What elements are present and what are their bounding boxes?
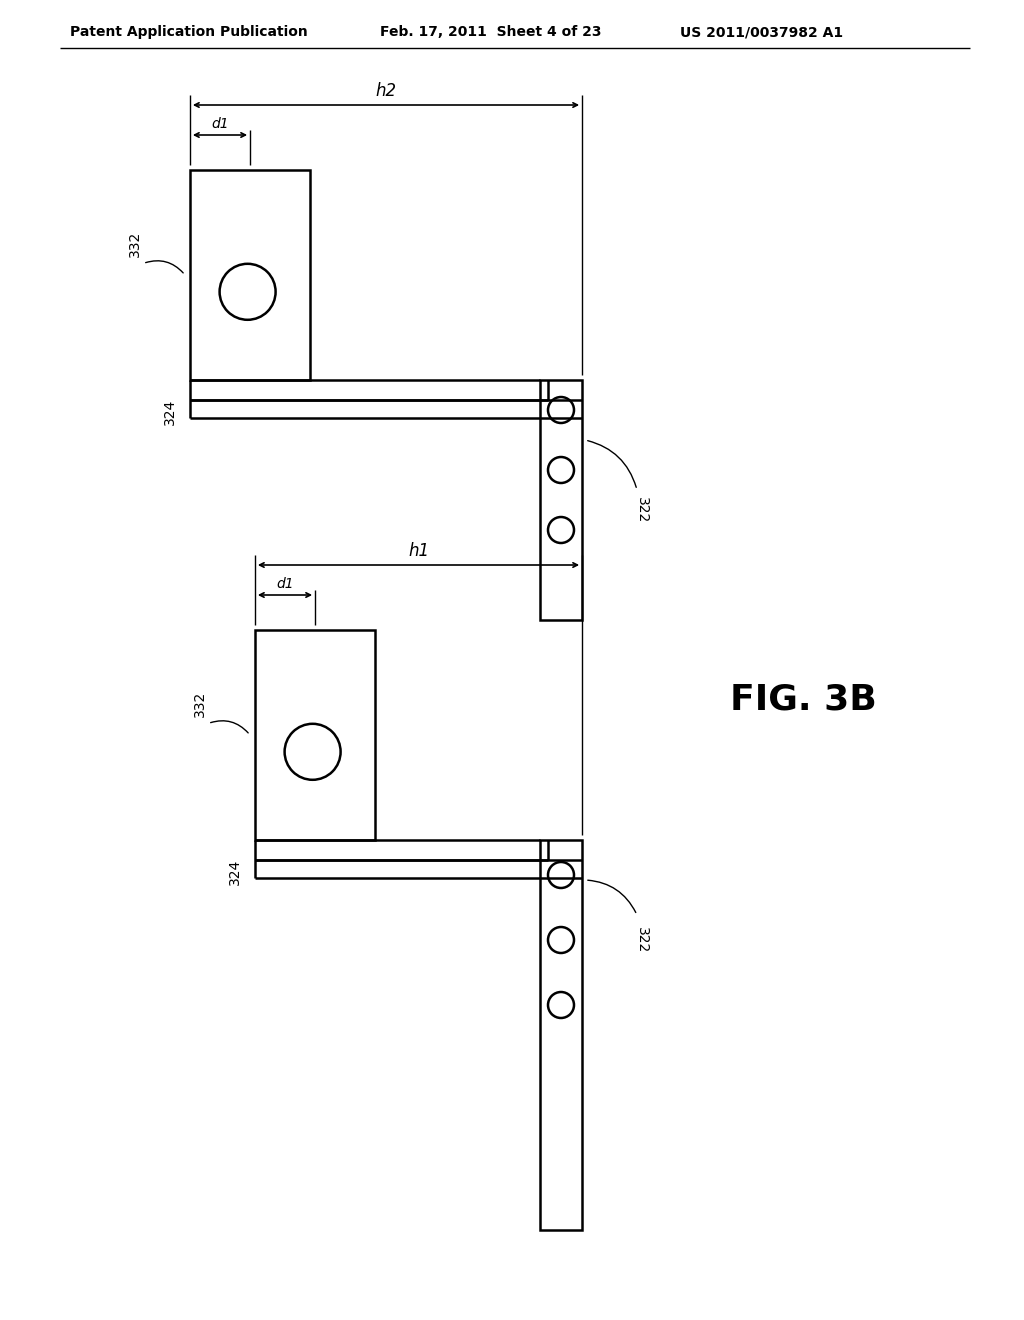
Circle shape: [548, 993, 574, 1018]
Text: h2: h2: [376, 82, 396, 100]
Circle shape: [219, 264, 275, 319]
Circle shape: [548, 517, 574, 543]
Circle shape: [285, 723, 341, 780]
Text: h1: h1: [408, 543, 429, 560]
Text: 322: 322: [635, 927, 649, 953]
Bar: [540, 380, 582, 620]
Circle shape: [548, 457, 574, 483]
Circle shape: [548, 862, 574, 888]
Circle shape: [548, 397, 574, 422]
Text: Patent Application Publication: Patent Application Publication: [70, 25, 308, 40]
Bar: [255, 630, 375, 840]
Text: 332: 332: [193, 690, 207, 717]
Text: d1: d1: [211, 117, 228, 131]
Circle shape: [548, 927, 574, 953]
Text: US 2011/0037982 A1: US 2011/0037982 A1: [680, 25, 843, 40]
Bar: [190, 170, 310, 380]
Text: 324: 324: [228, 859, 242, 886]
Text: d1: d1: [276, 577, 294, 591]
Bar: [540, 840, 582, 1230]
Text: 322: 322: [635, 496, 649, 523]
Text: FIG. 3B: FIG. 3B: [730, 682, 877, 717]
Text: 332: 332: [128, 231, 142, 256]
Text: 324: 324: [163, 399, 177, 425]
Text: Feb. 17, 2011  Sheet 4 of 23: Feb. 17, 2011 Sheet 4 of 23: [380, 25, 601, 40]
